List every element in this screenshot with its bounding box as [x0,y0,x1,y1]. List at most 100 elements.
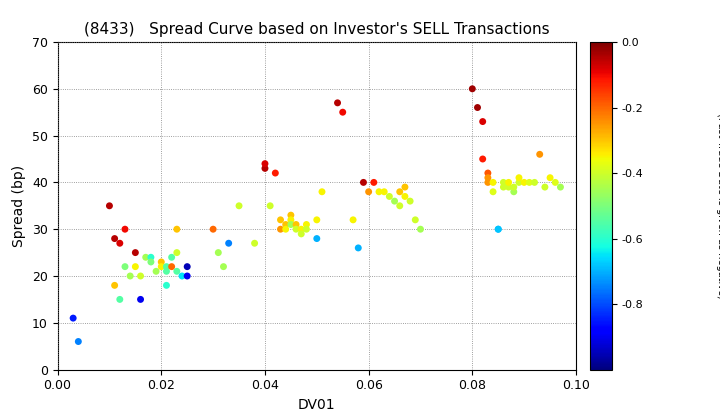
Point [275,216,287,223]
Point [492,226,504,233]
Point [120,263,131,270]
Point [539,184,551,190]
Point [109,235,120,242]
Point [120,226,131,233]
Point [181,263,193,270]
Point [264,202,276,209]
Point [217,263,229,270]
Point [368,179,379,186]
Point [477,118,488,125]
Point [295,226,307,233]
Point [399,184,410,190]
Point [156,263,167,270]
Point [316,189,328,195]
Point [114,240,125,247]
Point [332,100,343,106]
Point [482,174,494,181]
Point [275,226,287,233]
Point [363,189,374,195]
Point [161,282,172,289]
Point [513,174,525,181]
Point [528,179,540,186]
Point [290,221,302,228]
Point [73,338,84,345]
Y-axis label: Spread (bp): Spread (bp) [12,165,27,247]
Point [181,273,193,279]
Point [207,226,219,233]
Point [549,179,561,186]
Point [176,273,188,279]
Point [379,189,390,195]
Point [301,221,312,228]
Point [508,189,520,195]
Point [135,296,146,303]
Point [259,160,271,167]
Point [508,184,520,190]
Point [280,221,292,228]
Title: (8433)   Spread Curve based on Investor's SELL Transactions: (8433) Spread Curve based on Investor's … [84,22,549,37]
Point [487,189,499,195]
Point [161,263,172,270]
Point [166,263,177,270]
Point [513,179,525,186]
Point [405,198,416,205]
Point [150,268,162,275]
Point [212,249,224,256]
Point [482,170,494,176]
Point [135,273,146,279]
Point [109,282,120,289]
Point [301,226,312,233]
Point [280,226,292,233]
Point [140,254,151,261]
Point [156,259,167,265]
Point [503,179,514,186]
Point [389,198,400,205]
Point [534,151,546,158]
Point [498,184,509,190]
Point [384,193,395,200]
Point [166,254,177,261]
Point [259,165,271,172]
Point [114,296,125,303]
Point [472,104,483,111]
Point [269,170,281,176]
Point [373,189,384,195]
Point [130,249,141,256]
Point [358,179,369,186]
Point [125,273,136,279]
Point [285,216,297,223]
Point [130,263,141,270]
Point [394,202,405,209]
Point [171,226,183,233]
Point [482,179,494,186]
Point [104,202,115,209]
Point [523,179,535,186]
Point [498,179,509,186]
Point [410,216,421,223]
Point [554,184,566,190]
Point [285,212,297,218]
Point [487,179,499,186]
Point [171,249,183,256]
Point [295,231,307,237]
Point [145,254,157,261]
Point [347,216,359,223]
Point [394,189,405,195]
Point [249,240,261,247]
Point [285,221,297,228]
X-axis label: DV01: DV01 [298,398,336,412]
Point [415,226,426,233]
Point [337,109,348,116]
Point [68,315,79,321]
Point [233,202,245,209]
Point [290,226,302,233]
Point [467,85,478,92]
Point [353,244,364,251]
Point [223,240,235,247]
Point [477,156,488,163]
Point [503,184,514,190]
Point [492,226,504,233]
Point [311,216,323,223]
Point [161,268,172,275]
Point [399,193,410,200]
